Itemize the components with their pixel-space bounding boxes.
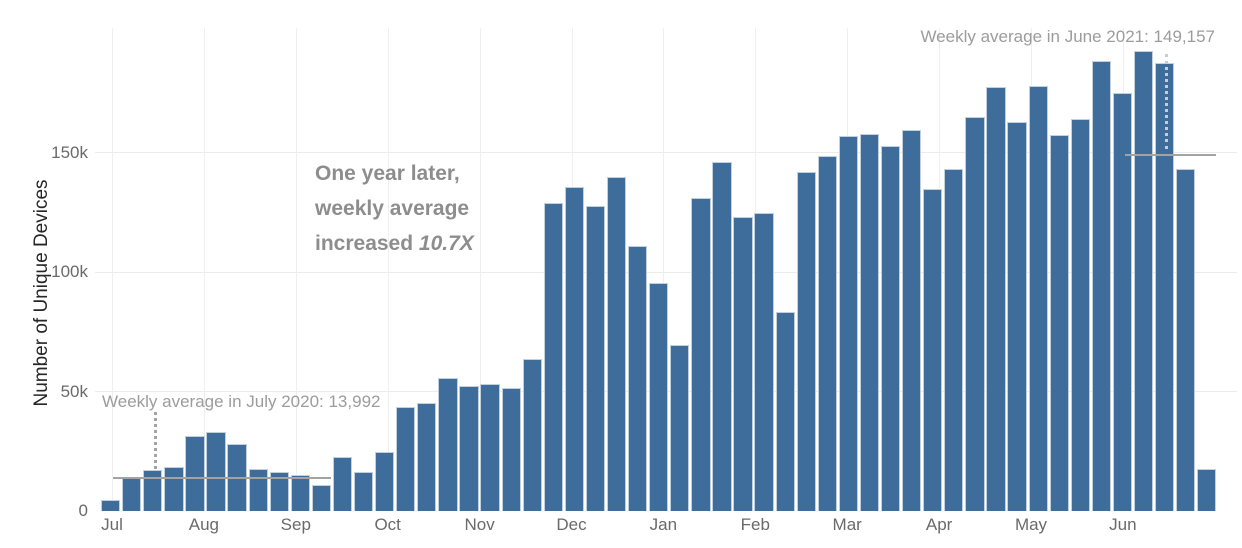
gridline-month-jul bbox=[112, 28, 113, 511]
bar-week-46 bbox=[1049, 134, 1069, 511]
bar-week-6 bbox=[206, 432, 226, 511]
june-2021-dotted-connector bbox=[1165, 54, 1168, 149]
bar-week-5 bbox=[185, 435, 205, 511]
bar-week-11 bbox=[311, 484, 332, 511]
bar-week-50 bbox=[1133, 51, 1154, 511]
x-tick-aug: Aug bbox=[188, 515, 220, 534]
bar-week-13 bbox=[353, 471, 374, 511]
bar-week-20 bbox=[501, 388, 521, 511]
bar-week-41 bbox=[944, 168, 964, 511]
x-tick-jun: Jun bbox=[1109, 515, 1137, 534]
bar-week-23 bbox=[564, 186, 585, 511]
bar-week-10 bbox=[290, 475, 311, 511]
bar-week-26 bbox=[628, 246, 648, 511]
x-tick-sep: Sep bbox=[280, 515, 311, 534]
bar-week-34 bbox=[796, 172, 816, 511]
x-tick-mar: Mar bbox=[832, 515, 862, 534]
callout-line-2: weekly average bbox=[315, 197, 470, 220]
x-tick-nov: Nov bbox=[464, 515, 495, 534]
bar-week-53 bbox=[1197, 469, 1217, 511]
july-2020-dotted-connector bbox=[154, 412, 157, 469]
bar-week-39 bbox=[902, 130, 922, 511]
bar-week-18 bbox=[459, 385, 479, 511]
bar-week-51 bbox=[1155, 63, 1175, 511]
x-tick-may: May bbox=[1014, 515, 1048, 534]
bar-week-31 bbox=[733, 216, 753, 511]
bar-week-27 bbox=[649, 282, 669, 511]
bar-week-14 bbox=[375, 452, 395, 511]
y-tick-150k: 150k bbox=[51, 142, 88, 162]
callout-multiplier: 10.7X bbox=[418, 232, 474, 255]
bar-week-28 bbox=[670, 345, 690, 511]
bar-week-35 bbox=[817, 155, 838, 511]
bar-week-2 bbox=[122, 477, 142, 511]
y-tick-50k: 50k bbox=[60, 381, 88, 401]
bar-week-44 bbox=[1007, 122, 1027, 511]
y-tick-0: 0 bbox=[78, 501, 88, 520]
callout-line-3: increased 10.7X bbox=[315, 232, 474, 255]
bar-week-52 bbox=[1176, 168, 1196, 511]
x-tick-jul: Jul bbox=[101, 515, 123, 534]
bar-week-37 bbox=[859, 133, 880, 511]
bar-week-17 bbox=[438, 378, 458, 511]
x-tick-feb: Feb bbox=[740, 515, 770, 534]
bar-week-4 bbox=[164, 466, 184, 511]
x-tick-apr: Apr bbox=[925, 515, 953, 534]
gridline-month-oct bbox=[387, 28, 389, 511]
bar-week-25 bbox=[606, 176, 627, 511]
gridline-month-nov bbox=[479, 28, 481, 511]
bar-week-21 bbox=[522, 359, 542, 511]
bar-week-36 bbox=[838, 136, 859, 511]
bar-week-49 bbox=[1112, 92, 1133, 511]
gridline-month-jan bbox=[663, 28, 665, 511]
bar-week-8 bbox=[248, 468, 268, 511]
x-tick-jan: Jan bbox=[649, 515, 678, 534]
bar-week-40 bbox=[923, 188, 943, 511]
bar-week-1 bbox=[101, 500, 121, 511]
bar-week-38 bbox=[880, 145, 901, 511]
callout-line-1: One year later, bbox=[315, 162, 460, 185]
annotation-increase-callout: One year later, weekly average increased… bbox=[315, 156, 474, 261]
bar-week-29 bbox=[691, 198, 711, 511]
bar-week-45 bbox=[1028, 86, 1048, 511]
bar-week-19 bbox=[480, 384, 500, 511]
gridline-y-150k bbox=[95, 152, 1237, 153]
bar-week-33 bbox=[775, 311, 795, 511]
bar-week-9 bbox=[269, 472, 289, 511]
x-tick-dec: Dec bbox=[556, 515, 587, 534]
bar-week-32 bbox=[754, 212, 774, 511]
bar-week-42 bbox=[965, 117, 985, 511]
y-tick-100k: 100k bbox=[51, 262, 88, 281]
bar-week-16 bbox=[417, 402, 437, 511]
bar-week-47 bbox=[1070, 118, 1090, 511]
gridline-y-100k bbox=[95, 271, 1237, 273]
bar-week-3 bbox=[143, 470, 163, 511]
july-2020-average-line bbox=[113, 476, 331, 479]
gridline-month-aug bbox=[203, 28, 205, 511]
gridline-month-sep bbox=[295, 28, 297, 511]
y-axis-title: Number of Unique Devices bbox=[31, 179, 52, 407]
bar-week-48 bbox=[1091, 60, 1112, 511]
bar-week-12 bbox=[332, 457, 353, 511]
annotation-july-2020-average: Weekly average in July 2020: 13,992 bbox=[102, 392, 381, 411]
x-tick-oct: Oct bbox=[374, 515, 401, 534]
bar-week-43 bbox=[986, 87, 1006, 511]
annotation-june-2021-average: Weekly average in June 2021: 149,157 bbox=[920, 27, 1215, 46]
bar-week-30 bbox=[712, 162, 732, 511]
bar-week-24 bbox=[585, 205, 606, 511]
bar-week-15 bbox=[396, 407, 416, 511]
bar-week-22 bbox=[543, 202, 563, 511]
june-2021-average-line bbox=[1125, 153, 1216, 156]
